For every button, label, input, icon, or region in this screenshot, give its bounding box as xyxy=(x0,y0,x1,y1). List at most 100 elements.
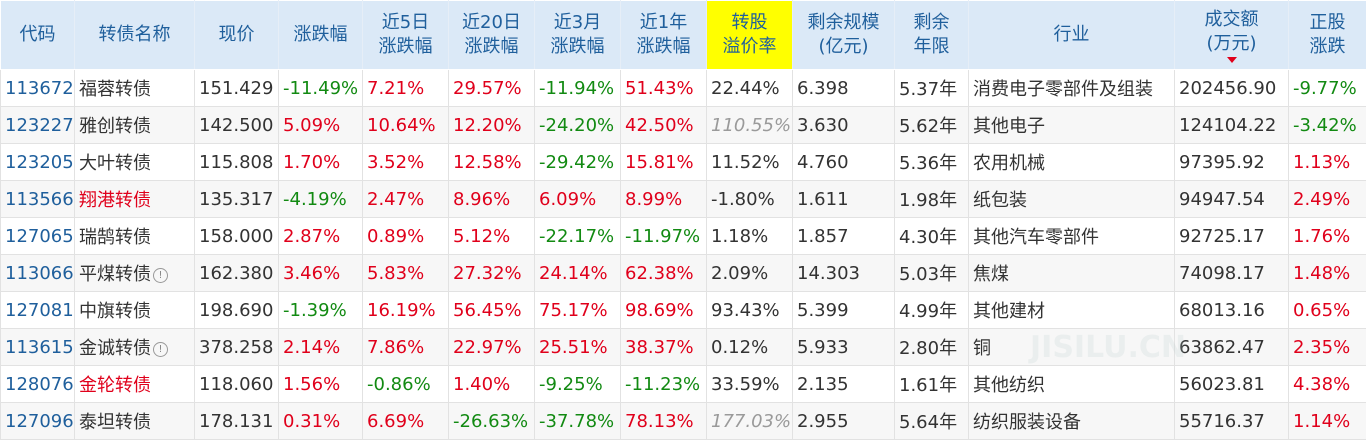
cell-name[interactable]: 中旗转债 xyxy=(74,291,195,329)
cell-volume: 97395.92 xyxy=(1174,143,1289,181)
cell-premium: -1.80% xyxy=(706,180,793,218)
cell-stock-change: 1.48% xyxy=(1288,254,1366,292)
cell-change-1y: 42.50% xyxy=(620,106,707,144)
table-row[interactable]: 123205 大叶转债 115.808 1.70% 3.52% 12.58% -29.42%… xyxy=(0,143,1366,181)
cell-stock-change: -9.77% xyxy=(1288,69,1366,107)
cell-premium: 93.43% xyxy=(706,291,793,329)
bond-name[interactable]: 福蓉转债 xyxy=(79,79,151,100)
cell-price: 151.429 xyxy=(194,69,279,107)
cell-name[interactable]: 平煤转债! xyxy=(74,254,195,292)
cell-price: 198.690 xyxy=(194,291,279,329)
header-volume[interactable]: 成交额 (万元) xyxy=(1174,0,1289,70)
bond-name[interactable]: 翔港转债 xyxy=(79,190,151,211)
cell-change-1y: 15.81% xyxy=(620,143,707,181)
cell-change-1y: 38.37% xyxy=(620,328,707,366)
cell-change: 1.56% xyxy=(278,365,363,403)
cell-change-20d: 12.58% xyxy=(448,143,535,181)
cell-name[interactable]: 福蓉转债 xyxy=(74,69,195,107)
cell-code[interactable]: 113066 xyxy=(0,254,75,292)
header-change-1y[interactable]: 近1年 涨跌幅 xyxy=(620,0,707,70)
cell-change-5d: 6.69% xyxy=(362,402,449,440)
cell-change-5d: 0.89% xyxy=(362,217,449,255)
cell-name[interactable]: 金诚转债! xyxy=(74,328,195,366)
cell-code[interactable]: 123227 xyxy=(0,106,75,144)
cell-change: 3.46% xyxy=(278,254,363,292)
cell-price: 378.258 xyxy=(194,328,279,366)
cell-code[interactable]: 123205 xyxy=(0,143,75,181)
cell-change-20d: -26.63% xyxy=(448,402,535,440)
header-years[interactable]: 剩余 年限 xyxy=(894,0,969,70)
header-change-5d[interactable]: 近5日 涨跌幅 xyxy=(362,0,449,70)
bond-name[interactable]: 瑞鹄转债 xyxy=(79,227,151,248)
sort-desc-icon xyxy=(1226,56,1237,63)
bond-name[interactable]: 中旗转债 xyxy=(79,301,151,322)
cell-change-1y: 78.13% xyxy=(620,402,707,440)
cell-code[interactable]: 127065 xyxy=(0,217,75,255)
table-row[interactable]: 113615 金诚转债! 378.258 2.14% 7.86% 22.97% 25.51%… xyxy=(0,328,1366,366)
header-change-20d[interactable]: 近20日 涨跌幅 xyxy=(448,0,535,70)
cell-name[interactable]: 瑞鹄转债 xyxy=(74,217,195,255)
info-icon[interactable]: ! xyxy=(153,267,168,283)
cell-change: 1.70% xyxy=(278,143,363,181)
table-row[interactable]: 127096 泰坦转债 178.131 0.31% 6.69% -26.63% -37.78… xyxy=(0,402,1366,440)
header-scale[interactable]: 剩余规模 (亿元) xyxy=(792,0,895,70)
bond-name[interactable]: 平煤转债 xyxy=(79,264,151,285)
cell-scale: 1.611 xyxy=(792,180,895,218)
info-icon[interactable]: ! xyxy=(153,341,168,357)
header-change-3m[interactable]: 近3月 涨跌幅 xyxy=(534,0,621,70)
cell-price: 142.500 xyxy=(194,106,279,144)
header-name[interactable]: 转债名称 xyxy=(74,0,195,70)
header-change[interactable]: 涨跌幅 xyxy=(278,0,363,70)
cell-industry: 其他建材 xyxy=(968,291,1175,329)
cell-code[interactable]: 113615 xyxy=(0,328,75,366)
bond-name[interactable]: 雅创转债 xyxy=(79,116,151,137)
cell-years: 4.99年 xyxy=(894,291,969,329)
cell-change-3m: 25.51% xyxy=(534,328,621,366)
header-stock-change[interactable]: 正股 涨跌 xyxy=(1288,0,1366,70)
header-industry[interactable]: 行业 xyxy=(968,0,1175,70)
table-row[interactable]: 113066 平煤转债! 162.380 3.46% 5.83% 27.32% 24.14%… xyxy=(0,254,1366,292)
bond-name[interactable]: 大叶转债 xyxy=(79,153,151,174)
table-row[interactable]: 123227 雅创转债 142.500 5.09% 10.64% 12.20% -24.20… xyxy=(0,106,1366,144)
table-row[interactable]: 113566 翔港转债 135.317 -4.19% 2.47% 8.96% 6.09% 8.… xyxy=(0,180,1366,218)
cell-change-20d: 12.20% xyxy=(448,106,535,144)
cell-price: 135.317 xyxy=(194,180,279,218)
cell-name[interactable]: 泰坦转债 xyxy=(74,402,195,440)
bond-name[interactable]: 金诚转债 xyxy=(79,338,151,359)
cell-change-1y: 51.43% xyxy=(620,69,707,107)
cell-code[interactable]: 127096 xyxy=(0,402,75,440)
cell-change: 0.31% xyxy=(278,402,363,440)
cell-years: 5.37年 xyxy=(894,69,969,107)
cell-stock-change: 4.38% xyxy=(1288,365,1366,403)
cell-years: 4.30年 xyxy=(894,217,969,255)
bond-name[interactable]: 泰坦转债 xyxy=(79,412,151,433)
cell-change-5d: 16.19% xyxy=(362,291,449,329)
table-row[interactable]: 113672 福蓉转债 151.429 -11.49% 7.21% 29.57% -11.9… xyxy=(0,69,1366,107)
cell-premium: 11.52% xyxy=(706,143,793,181)
cell-change-3m: -24.20% xyxy=(534,106,621,144)
cell-change-1y: 62.38% xyxy=(620,254,707,292)
cell-name[interactable]: 金轮转债 xyxy=(74,365,195,403)
cell-name[interactable]: 大叶转债 xyxy=(74,143,195,181)
cell-industry: 纺织服装设备 xyxy=(968,402,1175,440)
header-price[interactable]: 现价 xyxy=(194,0,279,70)
cell-change-3m: -11.94% xyxy=(534,69,621,107)
table-row[interactable]: 128076 金轮转债 118.060 1.56% -0.86% 1.40% -9.25% -… xyxy=(0,365,1366,403)
header-premium[interactable]: 转股 溢价率 xyxy=(706,0,793,70)
cell-code[interactable]: 128076 xyxy=(0,365,75,403)
cell-scale: 2.955 xyxy=(792,402,895,440)
table-row[interactable]: 127081 中旗转债 198.690 -1.39% 16.19% 56.45% 75.17… xyxy=(0,291,1366,329)
cell-code[interactable]: 113566 xyxy=(0,180,75,218)
cell-change-20d: 29.57% xyxy=(448,69,535,107)
cell-volume: 63862.47 xyxy=(1174,328,1289,366)
cell-name[interactable]: 雅创转债 xyxy=(74,106,195,144)
cell-years: 5.64年 xyxy=(894,402,969,440)
cell-name[interactable]: 翔港转债 xyxy=(74,180,195,218)
header-code[interactable]: 代码 xyxy=(0,0,75,70)
cell-volume: 74098.17 xyxy=(1174,254,1289,292)
cell-code[interactable]: 113672 xyxy=(0,69,75,107)
cell-change-20d: 1.40% xyxy=(448,365,535,403)
bond-name[interactable]: 金轮转债 xyxy=(79,375,151,396)
table-row[interactable]: 127065 瑞鹄转债 158.000 2.87% 0.89% 5.12% -22.17% -… xyxy=(0,217,1366,255)
cell-code[interactable]: 127081 xyxy=(0,291,75,329)
